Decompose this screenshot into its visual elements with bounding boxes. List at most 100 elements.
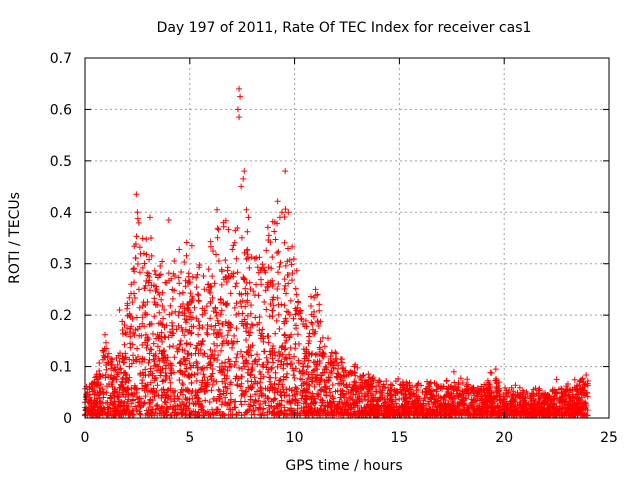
data-point xyxy=(238,387,245,394)
data-point xyxy=(142,311,149,318)
data-point xyxy=(176,246,183,253)
data-point xyxy=(150,406,157,413)
data-point xyxy=(187,341,194,348)
data-point xyxy=(157,262,164,269)
data-point xyxy=(136,358,143,365)
data-point xyxy=(313,412,320,419)
data-point xyxy=(185,405,192,412)
data-point xyxy=(578,411,585,418)
data-point xyxy=(306,412,313,419)
data-point xyxy=(162,372,169,379)
data-point xyxy=(308,319,315,326)
data-point xyxy=(128,390,135,397)
data-point xyxy=(285,309,292,316)
x-tick-label: 15 xyxy=(390,430,408,446)
data-point xyxy=(225,327,232,334)
data-point xyxy=(117,410,124,417)
data-point xyxy=(484,386,491,393)
data-point xyxy=(502,384,509,391)
data-point xyxy=(177,337,184,344)
data-point xyxy=(110,412,117,419)
data-point xyxy=(208,387,215,394)
data-point xyxy=(213,309,220,316)
data-point xyxy=(133,356,140,363)
data-point xyxy=(167,302,174,309)
data-point xyxy=(213,397,220,404)
data-point xyxy=(138,380,145,387)
data-point xyxy=(289,243,296,250)
data-point xyxy=(260,373,267,380)
data-point xyxy=(318,402,325,409)
data-point xyxy=(574,382,581,389)
data-point xyxy=(304,409,311,416)
data-point xyxy=(96,360,103,367)
data-point xyxy=(146,287,153,294)
data-point xyxy=(214,234,221,241)
data-point xyxy=(237,398,244,405)
data-point xyxy=(100,352,107,359)
data-point xyxy=(199,305,206,312)
data-point xyxy=(584,393,591,400)
data-point xyxy=(552,410,559,417)
data-point xyxy=(251,398,258,405)
data-point xyxy=(348,404,355,411)
data-point xyxy=(191,304,198,311)
data-point xyxy=(367,381,374,388)
data-point xyxy=(175,274,182,281)
data-point xyxy=(281,346,288,353)
data-point xyxy=(163,405,170,412)
data-point xyxy=(156,410,163,417)
data-point xyxy=(260,335,267,342)
data-point xyxy=(324,406,331,413)
data-point xyxy=(164,357,171,364)
data-point xyxy=(147,396,154,403)
data-point xyxy=(139,264,146,271)
data-point xyxy=(139,355,146,362)
data-point xyxy=(307,293,314,300)
y-tick-label: 0.7 xyxy=(50,51,72,67)
data-point xyxy=(200,272,207,279)
data-point xyxy=(293,267,300,274)
data-point xyxy=(197,386,204,393)
data-point xyxy=(259,409,266,416)
data-point xyxy=(366,412,373,419)
data-point xyxy=(165,217,172,223)
data-point xyxy=(243,255,250,262)
data-point xyxy=(218,360,225,367)
data-point xyxy=(154,361,161,368)
data-point xyxy=(272,395,279,402)
data-point xyxy=(288,331,295,338)
data-point xyxy=(130,357,137,364)
data-point xyxy=(214,342,221,349)
data-point xyxy=(157,366,164,373)
data-point xyxy=(381,408,388,415)
data-point xyxy=(192,350,199,357)
data-point xyxy=(182,326,189,333)
data-point xyxy=(505,389,512,396)
data-point xyxy=(303,346,310,353)
data-point xyxy=(384,395,391,402)
data-point xyxy=(93,371,100,378)
data-point xyxy=(450,399,457,406)
data-point xyxy=(286,351,293,358)
data-point xyxy=(210,377,217,384)
data-point xyxy=(142,331,149,338)
data-point xyxy=(256,254,263,261)
data-point xyxy=(502,402,509,409)
data-point xyxy=(95,379,102,386)
data-point xyxy=(156,347,163,354)
data-point xyxy=(444,391,451,398)
data-point xyxy=(266,374,273,381)
data-point xyxy=(238,401,245,408)
data-point xyxy=(572,412,579,419)
data-point xyxy=(359,397,366,404)
data-point xyxy=(234,224,241,231)
data-point xyxy=(99,356,106,363)
data-point xyxy=(292,345,299,352)
data-point xyxy=(142,383,149,390)
data-point xyxy=(364,378,371,385)
data-point xyxy=(231,332,238,339)
data-point xyxy=(418,404,425,411)
data-point xyxy=(569,410,576,417)
data-point xyxy=(156,291,163,298)
